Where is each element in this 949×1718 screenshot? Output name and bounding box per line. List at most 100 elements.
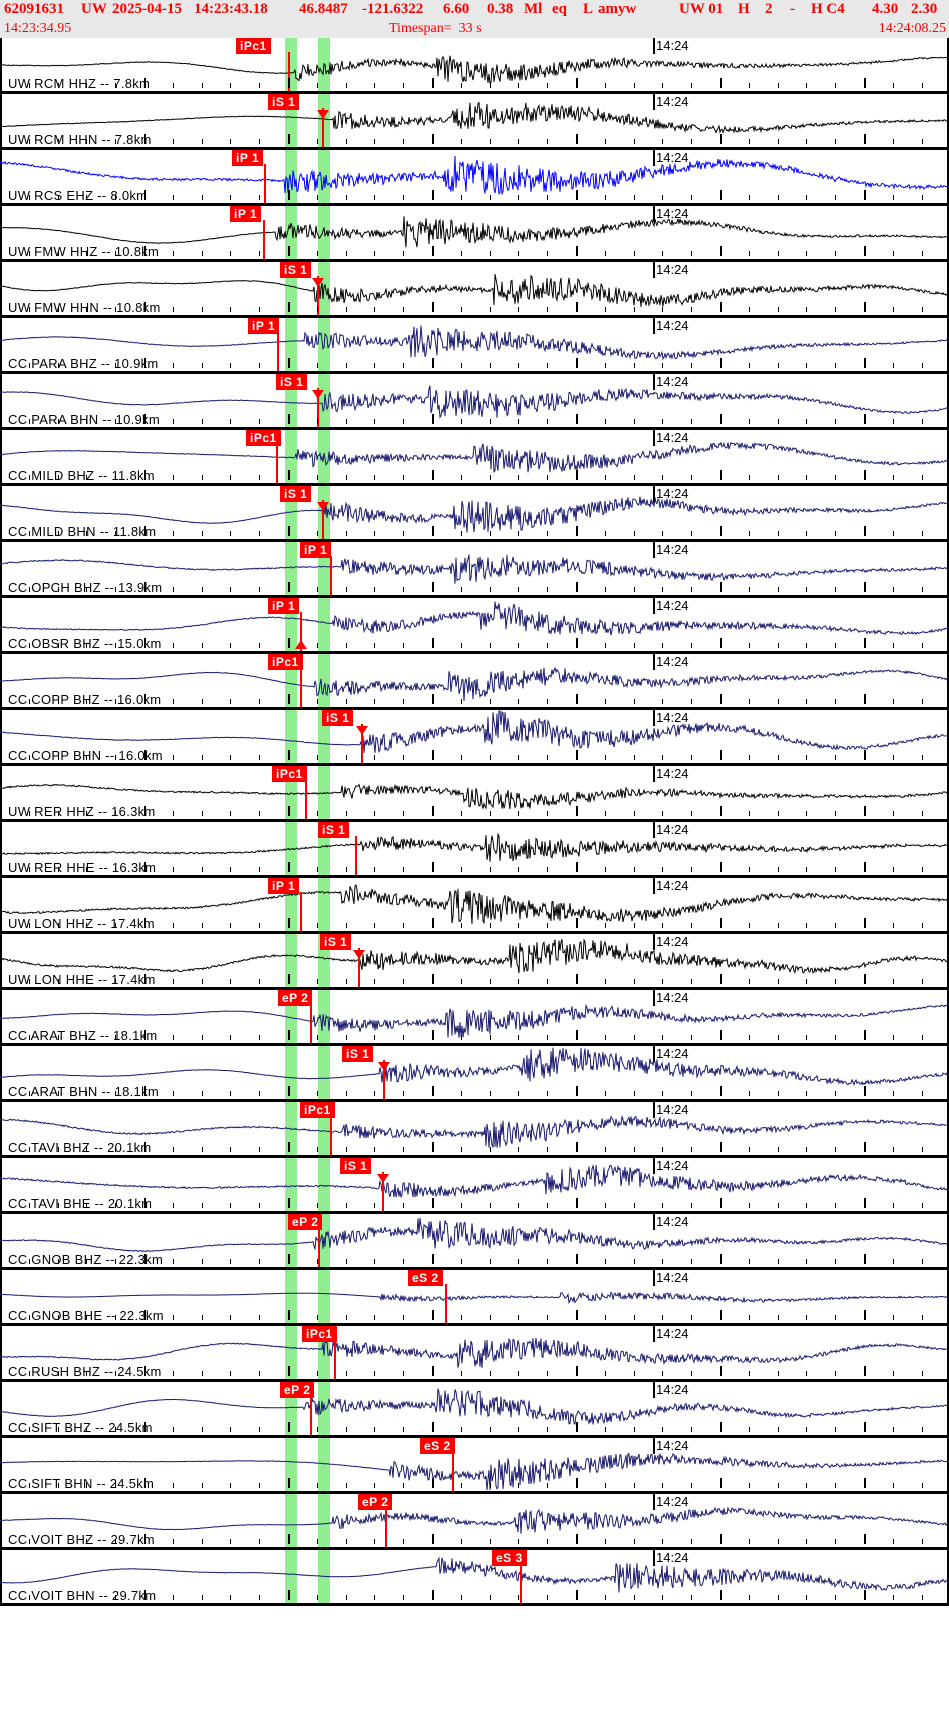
trace-row[interactable]: iP 1 14:24 UW FMW HHZ -- 10.8km (0, 206, 949, 262)
trace-plot-area[interactable]: iP 1 14:24 UW LON HHZ -- 17.4km (0, 878, 949, 931)
trace-plot-area[interactable]: iP 1 14:24 CC OPCH BHZ -- 13.9km (0, 542, 949, 595)
trace-row[interactable]: iP 1 14:24 UW RCS EHZ -- 8.0km (0, 150, 949, 206)
pick-marker-line[interactable] (300, 612, 302, 651)
trace-plot-area[interactable]: iPc1 14:24 UW RER HHZ -- 16.3km (0, 766, 949, 819)
pick-label-ep2[interactable]: eP 2 (280, 1382, 315, 1398)
pick-label-es3[interactable]: eS 3 (492, 1550, 527, 1566)
pick-label-is1[interactable]: iS 1 (340, 1158, 372, 1174)
trace-plot-area[interactable]: iPc1 14:24 UW RCM HHZ -- 7.8km (0, 38, 949, 91)
trace-row[interactable]: iP 1 14:24 UW LON HHZ -- 17.4km (0, 878, 949, 934)
trace-row[interactable]: iPc1 14:24 CC TAVI BHZ -- 20.1km (0, 1102, 949, 1158)
pick-marker-line[interactable] (317, 276, 319, 315)
trace-row[interactable]: iS 1 14:24 CC MILD BHN -- 11.8km (0, 486, 949, 542)
trace-row[interactable]: iPc1 14:24 UW RCM HHZ -- 7.8km (0, 38, 949, 94)
pick-marker-line[interactable] (445, 1284, 447, 1323)
pick-marker-line[interactable] (334, 1340, 336, 1379)
pick-label-ip1[interactable]: iP 1 (232, 150, 264, 166)
pick-marker-line[interactable] (361, 724, 363, 763)
trace-row[interactable]: eP 2 14:24 CC VOIT BHZ -- 29.7km (0, 1494, 949, 1550)
pick-label-ip1[interactable]: iP 1 (230, 206, 262, 222)
pick-marker-line[interactable] (300, 668, 302, 707)
pick-label-ip1[interactable]: iP 1 (300, 542, 332, 558)
pick-marker-line[interactable] (264, 164, 266, 203)
trace-row[interactable]: eS 2 14:24 CC SIFT BHN -- 24.5km (0, 1438, 949, 1494)
trace-plot-area[interactable]: eP 2 14:24 CC SIFT BHZ -- 24.5km (0, 1382, 949, 1435)
trace-row[interactable]: eP 2 14:24 CC GNOB BHZ -- 22.3km (0, 1214, 949, 1270)
trace-row[interactable]: iS 1 14:24 UW FMW HHN -- 10.8km (0, 262, 949, 318)
trace-plot-area[interactable]: iS 1 14:24 UW RCM HHN -- 7.8km (0, 94, 949, 147)
trace-row[interactable]: eS 2 14:24 CC GNOB BHE -- 22.3km (0, 1270, 949, 1326)
trace-plot-area[interactable]: iS 1 14:24 CC ARAT BHN -- 18.1km (0, 1046, 949, 1099)
trace-row[interactable]: iP 1 14:24 CC OPCH BHZ -- 13.9km (0, 542, 949, 598)
pick-marker-line[interactable] (330, 1116, 332, 1155)
trace-plot-area[interactable]: iS 1 14:24 UW FMW HHN -- 10.8km (0, 262, 949, 315)
trace-row[interactable]: iS 1 14:24 CC PARA BHN -- 10.9km (0, 374, 949, 430)
trace-row[interactable]: iPc1 14:24 UW RER HHZ -- 16.3km (0, 766, 949, 822)
pick-label-ipc1[interactable]: iPc1 (300, 1102, 335, 1118)
pick-marker-line[interactable] (322, 500, 324, 539)
trace-row[interactable]: iPc1 14:24 CC COPP BHZ -- 16.0km (0, 654, 949, 710)
trace-plot-area[interactable]: iPc1 14:24 CC TAVI BHZ -- 20.1km (0, 1102, 949, 1155)
pick-marker-line[interactable] (276, 444, 278, 483)
trace-row[interactable]: iP 1 14:24 CC PARA BHZ -- 10.9km (0, 318, 949, 374)
pick-marker-line[interactable] (300, 892, 302, 931)
trace-plot-area[interactable]: iS 1 14:24 CC MILD BHN -- 11.8km (0, 486, 949, 539)
pick-label-is1[interactable]: iS 1 (322, 710, 354, 726)
pick-marker-line[interactable] (288, 52, 290, 91)
pick-marker-line[interactable] (358, 948, 360, 987)
pick-marker-line[interactable] (310, 1004, 312, 1043)
trace-row[interactable]: iP 1 14:24 CC OBSR BHZ -- 15.0km (0, 598, 949, 654)
trace-row[interactable]: iS 1 14:24 CC TAVI BHE -- 20.1km (0, 1158, 949, 1214)
trace-plot-area[interactable]: iS 1 14:24 CC PARA BHN -- 10.9km (0, 374, 949, 427)
pick-label-ipc1[interactable]: iPc1 (236, 38, 271, 54)
pick-marker-line[interactable] (385, 1508, 387, 1547)
pick-marker-line[interactable] (318, 1228, 320, 1267)
trace-plot-area[interactable]: iP 1 14:24 CC OBSR BHZ -- 15.0km (0, 598, 949, 651)
pick-marker-line[interactable] (355, 836, 357, 875)
pick-marker-line[interactable] (305, 780, 307, 819)
pick-label-ipc1[interactable]: iPc1 (246, 430, 281, 446)
pick-label-is1[interactable]: iS 1 (318, 822, 350, 838)
trace-row[interactable]: iS 1 14:24 CC ARAT BHN -- 18.1km (0, 1046, 949, 1102)
pick-label-is1[interactable]: iS 1 (268, 94, 300, 110)
trace-plot-area[interactable]: iS 1 14:24 CC COPP BHN -- 16.0km (0, 710, 949, 763)
pick-label-ipc1[interactable]: iPc1 (302, 1326, 337, 1342)
trace-plot-area[interactable]: iPc1 14:24 CC COPP BHZ -- 16.0km (0, 654, 949, 707)
pick-marker-line[interactable] (330, 556, 332, 595)
pick-label-ep2[interactable]: eP 2 (358, 1494, 393, 1510)
trace-row[interactable]: eP 2 14:24 CC ARAT BHZ -- 18.1km (0, 990, 949, 1046)
pick-label-es2[interactable]: eS 2 (420, 1438, 455, 1454)
pick-label-ip1[interactable]: iP 1 (268, 878, 300, 894)
pick-label-ep2[interactable]: eP 2 (278, 990, 313, 1006)
pick-label-is1[interactable]: iS 1 (280, 486, 312, 502)
pick-label-is1[interactable]: iS 1 (276, 374, 308, 390)
pick-marker-line[interactable] (520, 1564, 522, 1603)
pick-label-is1[interactable]: iS 1 (280, 262, 312, 278)
pick-label-es2[interactable]: eS 2 (408, 1270, 443, 1286)
pick-marker-line[interactable] (383, 1060, 385, 1099)
trace-plot-area[interactable]: eS 2 14:24 CC SIFT BHN -- 24.5km (0, 1438, 949, 1491)
trace-plot-area[interactable]: iPc1 14:24 CC MILD BHZ -- 11.8km (0, 430, 949, 483)
trace-row[interactable]: iS 1 14:24 UW RER HHE -- 16.3km (0, 822, 949, 878)
pick-marker-line[interactable] (310, 1396, 312, 1435)
trace-plot-area[interactable]: iS 1 14:24 CC TAVI BHE -- 20.1km (0, 1158, 949, 1211)
pick-label-ep2[interactable]: eP 2 (288, 1214, 323, 1230)
pick-label-ipc1[interactable]: iPc1 (272, 766, 307, 782)
trace-plot-area[interactable]: eP 2 14:24 CC ARAT BHZ -- 18.1km (0, 990, 949, 1043)
trace-plot-area[interactable]: eS 3 14:24 CC VOIT BHN -- 29.7km (0, 1550, 949, 1603)
pick-label-ip1[interactable]: iP 1 (268, 598, 300, 614)
pick-marker-line[interactable] (277, 332, 279, 371)
trace-row[interactable]: eP 2 14:24 CC SIFT BHZ -- 24.5km (0, 1382, 949, 1438)
trace-plot-area[interactable]: eP 2 14:24 CC VOIT BHZ -- 29.7km (0, 1494, 949, 1547)
trace-row[interactable]: iS 1 14:24 UW LON HHE -- 17.4km (0, 934, 949, 990)
trace-plot-area[interactable]: iP 1 14:24 UW RCS EHZ -- 8.0km (0, 150, 949, 203)
pick-label-ip1[interactable]: iP 1 (248, 318, 280, 334)
trace-plot-area[interactable]: iP 1 14:24 CC PARA BHZ -- 10.9km (0, 318, 949, 371)
trace-row[interactable]: iPc1 14:24 CC RUSH BHZ -- 24.5km (0, 1326, 949, 1382)
trace-plot-area[interactable]: iPc1 14:24 CC RUSH BHZ -- 24.5km (0, 1326, 949, 1379)
trace-plot-area[interactable]: iP 1 14:24 UW FMW HHZ -- 10.8km (0, 206, 949, 259)
trace-row[interactable]: iS 1 14:24 CC COPP BHN -- 16.0km (0, 710, 949, 766)
pick-label-ipc1[interactable]: iPc1 (268, 654, 303, 670)
trace-plot-area[interactable]: eS 2 14:24 CC GNOB BHE -- 22.3km (0, 1270, 949, 1323)
trace-plot-area[interactable]: iS 1 14:24 UW RER HHE -- 16.3km (0, 822, 949, 875)
